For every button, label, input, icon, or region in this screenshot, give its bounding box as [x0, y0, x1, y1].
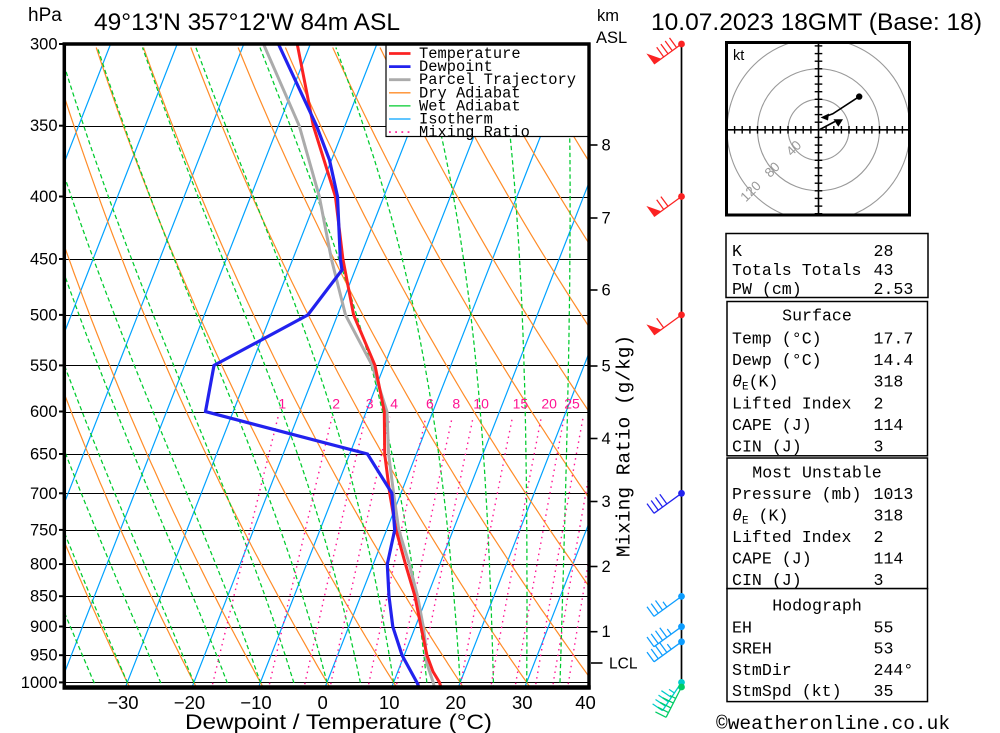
svg-text:30: 30	[512, 692, 533, 713]
svg-text:Dewpoint: Dewpoint	[419, 58, 493, 76]
svg-text:650: 650	[30, 446, 58, 464]
svg-text:3: 3	[366, 396, 374, 412]
svg-text:Lifted Index: Lifted Index	[732, 394, 852, 413]
svg-text:800: 800	[30, 556, 58, 574]
svg-text:2.53: 2.53	[874, 280, 914, 299]
svg-text:hPa: hPa	[28, 5, 62, 26]
svg-text:15: 15	[513, 396, 529, 412]
svg-text:2: 2	[332, 396, 340, 412]
svg-text:kt: kt	[733, 48, 744, 64]
svg-text:CIN (J): CIN (J)	[732, 571, 802, 590]
svg-text:10.07.2023 18GMT (Base: 18): 10.07.2023 18GMT (Base: 18)	[651, 9, 982, 36]
svg-text:1000: 1000	[21, 674, 58, 692]
svg-text:900: 900	[30, 618, 58, 636]
svg-text:Dewpoint / Temperature (°C): Dewpoint / Temperature (°C)	[185, 711, 492, 733]
svg-text:2: 2	[874, 394, 884, 413]
svg-text:Dewp (°C): Dewp (°C)	[732, 351, 822, 370]
svg-text:Temp (°C): Temp (°C)	[732, 330, 822, 349]
svg-text:PW (cm): PW (cm)	[732, 280, 802, 299]
svg-text:K: K	[732, 242, 742, 261]
svg-text:θE(K): θE(K)	[732, 373, 778, 394]
svg-text:2: 2	[602, 558, 611, 576]
svg-text:550: 550	[30, 357, 58, 375]
svg-text:500: 500	[30, 306, 58, 324]
svg-text:3: 3	[602, 493, 611, 511]
svg-text:850: 850	[30, 588, 58, 606]
svg-text:350: 350	[30, 117, 58, 135]
svg-text:LCL: LCL	[609, 656, 638, 673]
svg-text:km: km	[597, 7, 619, 25]
svg-text:1: 1	[602, 623, 611, 641]
svg-text:Mixing Ratio (g/kg): Mixing Ratio (g/kg)	[614, 335, 636, 557]
svg-text:CIN (J): CIN (J)	[732, 438, 802, 457]
svg-text:28: 28	[874, 242, 894, 261]
svg-text:700: 700	[30, 485, 58, 503]
svg-text:6: 6	[426, 396, 434, 412]
svg-text:400: 400	[30, 188, 58, 206]
svg-text:49°13'N 357°12'W 84m ASL: 49°13'N 357°12'W 84m ASL	[94, 9, 400, 36]
svg-text:8: 8	[452, 396, 460, 412]
svg-text:StmDir: StmDir	[732, 661, 792, 680]
svg-text:114: 114	[874, 416, 904, 435]
svg-text:Surface: Surface	[782, 307, 852, 326]
svg-text:Isotherm: Isotherm	[419, 111, 493, 129]
svg-text:450: 450	[30, 251, 58, 269]
svg-text:318: 318	[874, 373, 904, 392]
svg-text:Temperature: Temperature	[419, 45, 521, 63]
svg-text:CAPE (J): CAPE (J)	[732, 416, 812, 435]
svg-text:−30: −30	[107, 692, 138, 713]
svg-text:Totals Totals: Totals Totals	[732, 261, 861, 280]
svg-text:3: 3	[874, 571, 884, 590]
svg-text:Parcel Trajectory: Parcel Trajectory	[419, 71, 576, 89]
svg-text:EH: EH	[732, 619, 752, 638]
svg-text:55: 55	[874, 619, 894, 638]
svg-text:4: 4	[390, 396, 398, 412]
svg-text:1: 1	[278, 396, 286, 412]
svg-text:17.7: 17.7	[874, 330, 914, 349]
svg-text:2: 2	[874, 528, 884, 547]
svg-text:5: 5	[602, 358, 611, 376]
svg-text:950: 950	[30, 647, 58, 665]
svg-text:3: 3	[874, 438, 884, 457]
svg-text:20: 20	[445, 692, 466, 713]
svg-text:−10: −10	[240, 692, 271, 713]
svg-text:0: 0	[317, 692, 327, 713]
svg-text:43: 43	[874, 261, 894, 280]
svg-text:114: 114	[874, 550, 904, 569]
svg-text:300: 300	[30, 36, 58, 54]
svg-text:600: 600	[30, 403, 58, 421]
svg-text:Dry Adiabat: Dry Adiabat	[419, 84, 521, 102]
svg-text:10: 10	[473, 396, 489, 412]
svg-text:318: 318	[874, 507, 904, 526]
svg-text:35: 35	[874, 682, 894, 701]
svg-text:14.4: 14.4	[874, 351, 914, 370]
svg-text:©weatheronline.co.uk: ©weatheronline.co.uk	[716, 713, 950, 733]
svg-text:Wet Adiabat: Wet Adiabat	[419, 97, 521, 115]
svg-text:25: 25	[564, 396, 580, 412]
svg-text:1013: 1013	[874, 485, 914, 504]
svg-text:StmSpd (kt): StmSpd (kt)	[732, 682, 842, 701]
svg-text:−20: −20	[174, 692, 205, 713]
svg-text:6: 6	[602, 282, 611, 300]
svg-text:Hodograph: Hodograph	[772, 597, 862, 616]
svg-text:CAPE (J): CAPE (J)	[732, 550, 812, 569]
svg-text:SREH: SREH	[732, 640, 772, 659]
svg-text:7: 7	[602, 210, 611, 228]
svg-text:750: 750	[30, 521, 58, 539]
svg-text:θE (K): θE (K)	[732, 507, 788, 528]
svg-text:20: 20	[541, 396, 557, 412]
svg-text:244°: 244°	[874, 661, 914, 680]
svg-text:4: 4	[602, 430, 611, 448]
svg-text:Lifted Index: Lifted Index	[732, 528, 852, 547]
svg-text:Most Unstable: Most Unstable	[752, 464, 881, 483]
svg-text:40: 40	[575, 692, 596, 713]
svg-text:Mixing Ratio: Mixing Ratio	[419, 124, 530, 142]
svg-text:8: 8	[602, 137, 611, 155]
svg-text:10: 10	[379, 692, 400, 713]
svg-text:ASL: ASL	[596, 29, 627, 47]
svg-text:Pressure (mb): Pressure (mb)	[732, 485, 861, 504]
svg-text:53: 53	[874, 640, 894, 659]
